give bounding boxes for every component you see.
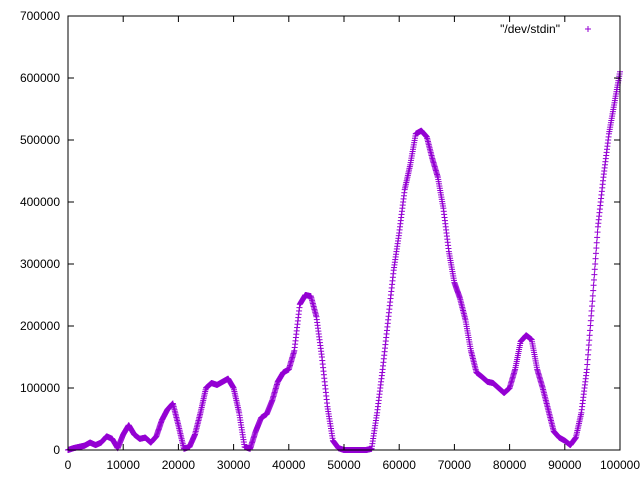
data-point <box>589 298 596 305</box>
y-tick-label: 0 <box>53 443 60 457</box>
legend-marker <box>585 26 591 32</box>
x-tick-label: 20000 <box>162 458 196 472</box>
data-point <box>591 271 598 278</box>
y-tick-label: 700000 <box>20 9 60 23</box>
data-point <box>594 229 601 236</box>
data-point <box>591 266 598 273</box>
x-axis: 0 10000 20000 30000 40000 50000 60000 70000 8000… <box>65 16 640 472</box>
x-tick-label: 100000 <box>600 458 640 472</box>
plot-frame <box>67 15 621 451</box>
x-tick-label: 80000 <box>493 458 527 472</box>
x-tick-label: 40000 <box>272 458 306 472</box>
data-point <box>590 287 597 294</box>
data-point <box>590 282 597 289</box>
y-tick-label: 400000 <box>20 195 60 209</box>
data-point <box>592 261 599 267</box>
y-tick-label: 100000 <box>20 381 60 395</box>
x-tick-label: 90000 <box>548 458 582 472</box>
data-point <box>593 239 600 246</box>
legend-marker-symbol <box>585 26 591 32</box>
data-point <box>593 245 600 252</box>
data-point <box>592 250 599 257</box>
x-tick-label: 70000 <box>438 458 472 472</box>
x-tick-label: 60000 <box>383 458 417 472</box>
y-axis: 0 100000 200000 300000 400000 500000 600000 700… <box>20 9 620 457</box>
legend-label: "/dev/stdin" <box>500 22 560 36</box>
x-tick-label: 50000 <box>327 458 361 472</box>
legend: "/dev/stdin" <box>500 22 591 36</box>
data-point <box>589 292 596 299</box>
y-tick-label: 500000 <box>20 133 60 147</box>
x-tick-label: 30000 <box>217 458 251 472</box>
data-point <box>592 255 599 262</box>
y-tick-label: 300000 <box>20 257 60 271</box>
y-tick-label: 600000 <box>20 71 60 85</box>
series-points <box>65 68 623 453</box>
x-tick-label: 0 <box>65 458 72 472</box>
data-point <box>594 234 601 241</box>
y-tick-label: 200000 <box>20 319 60 333</box>
data-point <box>590 276 597 283</box>
x-tick-label: 10000 <box>107 458 141 472</box>
